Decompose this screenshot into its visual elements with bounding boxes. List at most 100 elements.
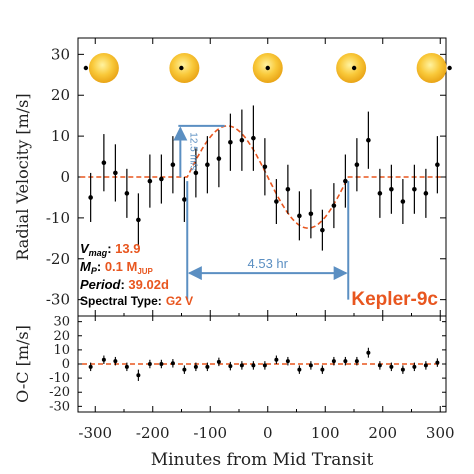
y-tick-label: 0 [60,168,70,186]
residual-point [159,362,164,366]
residual-point [331,359,336,364]
res-y-tick-label: 0 [62,357,70,372]
data-point [343,178,348,184]
spectral-row: Spectral Type: G2 V [80,294,193,308]
spectral-value: G2 V [166,294,193,308]
data-point [101,160,107,165]
planet-dot [265,65,270,71]
res-y-tick-label: 20 [53,329,70,344]
residual-point [147,362,152,366]
data-point [136,217,141,223]
data-point [366,137,371,143]
data-point [262,164,268,170]
data-point [354,162,360,168]
vmag-value: 13.9 [115,241,140,256]
y-tick-label: -10 [46,209,70,227]
data-point [297,213,302,219]
vmag-row: Vmag: 13.9 [80,241,140,258]
residual-point [88,364,93,369]
residual-point [389,364,394,369]
residual-point [113,359,118,364]
data-point [193,170,199,176]
residual-point [308,363,313,368]
residual-point [182,367,187,372]
residual-point [101,357,106,362]
y-tick-label: 20 [51,86,70,104]
residual-point [239,363,244,368]
res-y-tick-label: -30 [49,399,70,414]
rv-data-points [88,105,440,251]
data-point [285,186,291,192]
residual-point [216,359,221,364]
x-tick-label: 200 [368,424,397,442]
y-tick-label: -20 [46,250,70,268]
star-disk [416,53,447,83]
residual-point [251,363,256,368]
data-point [147,178,153,184]
x-tick-label: 0 [263,424,273,442]
residual-point [412,364,417,369]
residual-point [400,367,405,372]
y-tick-label: -30 [46,291,70,309]
star-disk [336,53,367,83]
data-point [423,191,429,196]
residual-point [366,350,371,355]
rv-y-axis-label: Radial Velocity [m/s] [13,93,32,260]
data-point [331,203,337,208]
residual-point [435,360,440,365]
star-disk [169,53,200,83]
residual-point [274,357,279,362]
rv-annotations: 12.5 m/s 4.53 hr [173,124,350,300]
data-point [170,162,176,168]
period-row: Period: 39.02d [80,277,169,292]
period-value: 39.02d [128,277,169,292]
data-point [274,199,279,204]
planet-dot [447,65,452,71]
mass-subscript: P [91,266,98,276]
residual-point [170,361,175,366]
vmag-label: V [80,241,90,256]
x-tick-label: 100 [311,424,340,442]
data-point [400,199,406,204]
data-point [159,176,164,182]
residual-point [205,364,210,369]
data-point [88,195,93,200]
planet-dot [83,65,89,71]
x-axis: -300 -200 -100 0 100 200 300 [78,38,455,442]
residual-point [136,373,141,378]
data-point [389,186,394,192]
amplitude-label: 12.5 m/s [187,132,198,170]
planet-dot [179,65,184,71]
spectral-label: Spectral Type: [80,294,162,308]
star-disk [88,53,119,83]
residual-point [297,367,302,372]
data-point [216,156,222,161]
res-y-tick-label: 10 [53,343,70,358]
rv-model-curve [80,125,444,229]
residual-point [228,364,233,369]
star-info-block: Vmag: 13.9 MP: 0.1 MJUP Period: 39.02d S… [80,241,193,308]
res-y-tick-label: 30 [53,315,70,330]
data-point [320,227,325,233]
residuals-data-points [88,347,440,381]
residual-point [354,359,359,364]
x-tick-label: -100 [193,424,227,442]
data-point [239,137,245,143]
residual-point [124,364,129,369]
period-label: Period [80,277,122,292]
mass-label: M [80,259,92,274]
rv-y-axis: -30 -20 -10 0 10 20 30 [46,45,446,309]
res-y-tick-label: -10 [49,371,70,386]
data-point [308,211,314,217]
residual-point [377,363,382,368]
transit-illustration [83,53,452,83]
y-tick-label: 30 [51,45,70,63]
data-point [205,162,210,168]
mass-value-subscript: JUP [137,267,153,276]
residuals-y-axis-label: O-C [m/s] [13,325,32,403]
residual-point [193,364,198,369]
data-point [377,191,383,196]
